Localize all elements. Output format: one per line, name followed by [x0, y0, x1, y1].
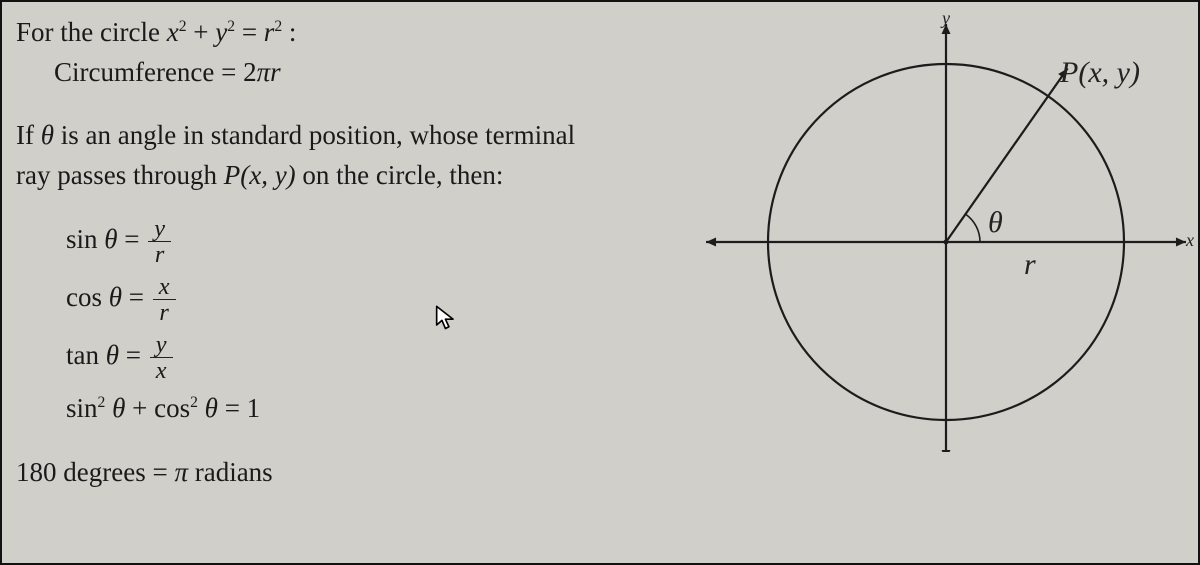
circle-diagram: P(x, y) θ r y x [688, 12, 1188, 452]
var-x: x [167, 17, 179, 47]
var-y: y [215, 17, 227, 47]
den: r [153, 300, 176, 326]
eq: = [242, 17, 264, 47]
eq: = [124, 224, 146, 254]
theta: θ [112, 393, 125, 423]
tan: tan [66, 340, 99, 370]
label-P: P(x, y) [1060, 56, 1140, 90]
t: If [16, 120, 41, 150]
x: x [249, 160, 261, 190]
t: is an angle in standard position, whose … [61, 120, 575, 150]
Pxy: P(x, y) [224, 160, 303, 190]
colon: : [289, 17, 297, 47]
theta: θ [205, 393, 218, 423]
line-for-circle: For the circle x2 + y2 = r2 : [16, 14, 696, 50]
t: Circumference = 2 [54, 57, 257, 87]
eq-tan: tan θ = y x [16, 332, 696, 384]
sq: 2 [179, 18, 187, 35]
x: x [1088, 56, 1101, 89]
eq: = [129, 282, 151, 312]
pi: π [257, 57, 271, 87]
plus: + [193, 17, 215, 47]
eq-sin: sin θ = y r [16, 216, 696, 268]
cos: cos [66, 282, 102, 312]
plus: + [132, 393, 154, 423]
pi: π [174, 457, 188, 487]
cursor-icon [432, 304, 460, 332]
line-if-theta-2: ray passes through P(x, y) on the circle… [16, 157, 696, 193]
sq: 2 [98, 394, 106, 411]
label-theta: θ [988, 206, 1003, 240]
line-if-theta-1: If θ is an angle in standard position, w… [16, 117, 696, 153]
eq: = [126, 340, 148, 370]
num: x [153, 274, 176, 301]
spacer [16, 198, 696, 210]
num: y [150, 332, 173, 359]
num: y [148, 216, 171, 243]
t: 180 degrees = [16, 457, 174, 487]
cl: ) [287, 160, 296, 190]
c: , [261, 160, 275, 190]
page-scan: For the circle x2 + y2 = r2 : Circumfere… [0, 0, 1200, 565]
text-column: For the circle x2 + y2 = r2 : Circumfere… [16, 10, 696, 495]
line-circumference: Circumference = 2πr [16, 54, 696, 90]
y: y [275, 160, 287, 190]
sq: 2 [274, 18, 282, 35]
frac-y-x: y x [148, 332, 175, 384]
var-r: r [264, 17, 275, 47]
spacer [16, 95, 696, 113]
var-r: r [270, 57, 281, 87]
t: radians [188, 457, 273, 487]
t: For the circle [16, 17, 167, 47]
P: P( [1060, 56, 1088, 89]
frac-y-r: y r [146, 216, 173, 268]
t: on the circle, then: [302, 160, 503, 190]
den: x [150, 358, 173, 384]
label-axis-y: y [942, 8, 950, 29]
theta: θ [109, 282, 122, 312]
sq: 2 [227, 18, 235, 35]
theta: θ [104, 224, 117, 254]
cos: cos [154, 393, 190, 423]
theta: θ [41, 120, 54, 150]
label-r: r [1024, 248, 1036, 282]
P: P( [224, 160, 249, 190]
sq: 2 [190, 394, 198, 411]
t: ray passes through [16, 160, 224, 190]
frac-x-r: x r [151, 274, 178, 326]
label-axis-x: x [1186, 230, 1194, 251]
line-degrees: 180 degrees = π radians [16, 454, 696, 490]
eq-identity: sin2 θ + cos2 θ = 1 [16, 390, 696, 426]
y: y [1117, 56, 1130, 89]
rhs: = 1 [225, 393, 260, 423]
eq-cos: cos θ = x r [16, 274, 696, 326]
c: , [1102, 56, 1117, 89]
cl: ) [1130, 56, 1140, 89]
theta: θ [106, 340, 119, 370]
sin: sin [66, 224, 98, 254]
sin: sin [66, 393, 98, 423]
spacer [16, 432, 696, 450]
den: r [148, 242, 171, 268]
